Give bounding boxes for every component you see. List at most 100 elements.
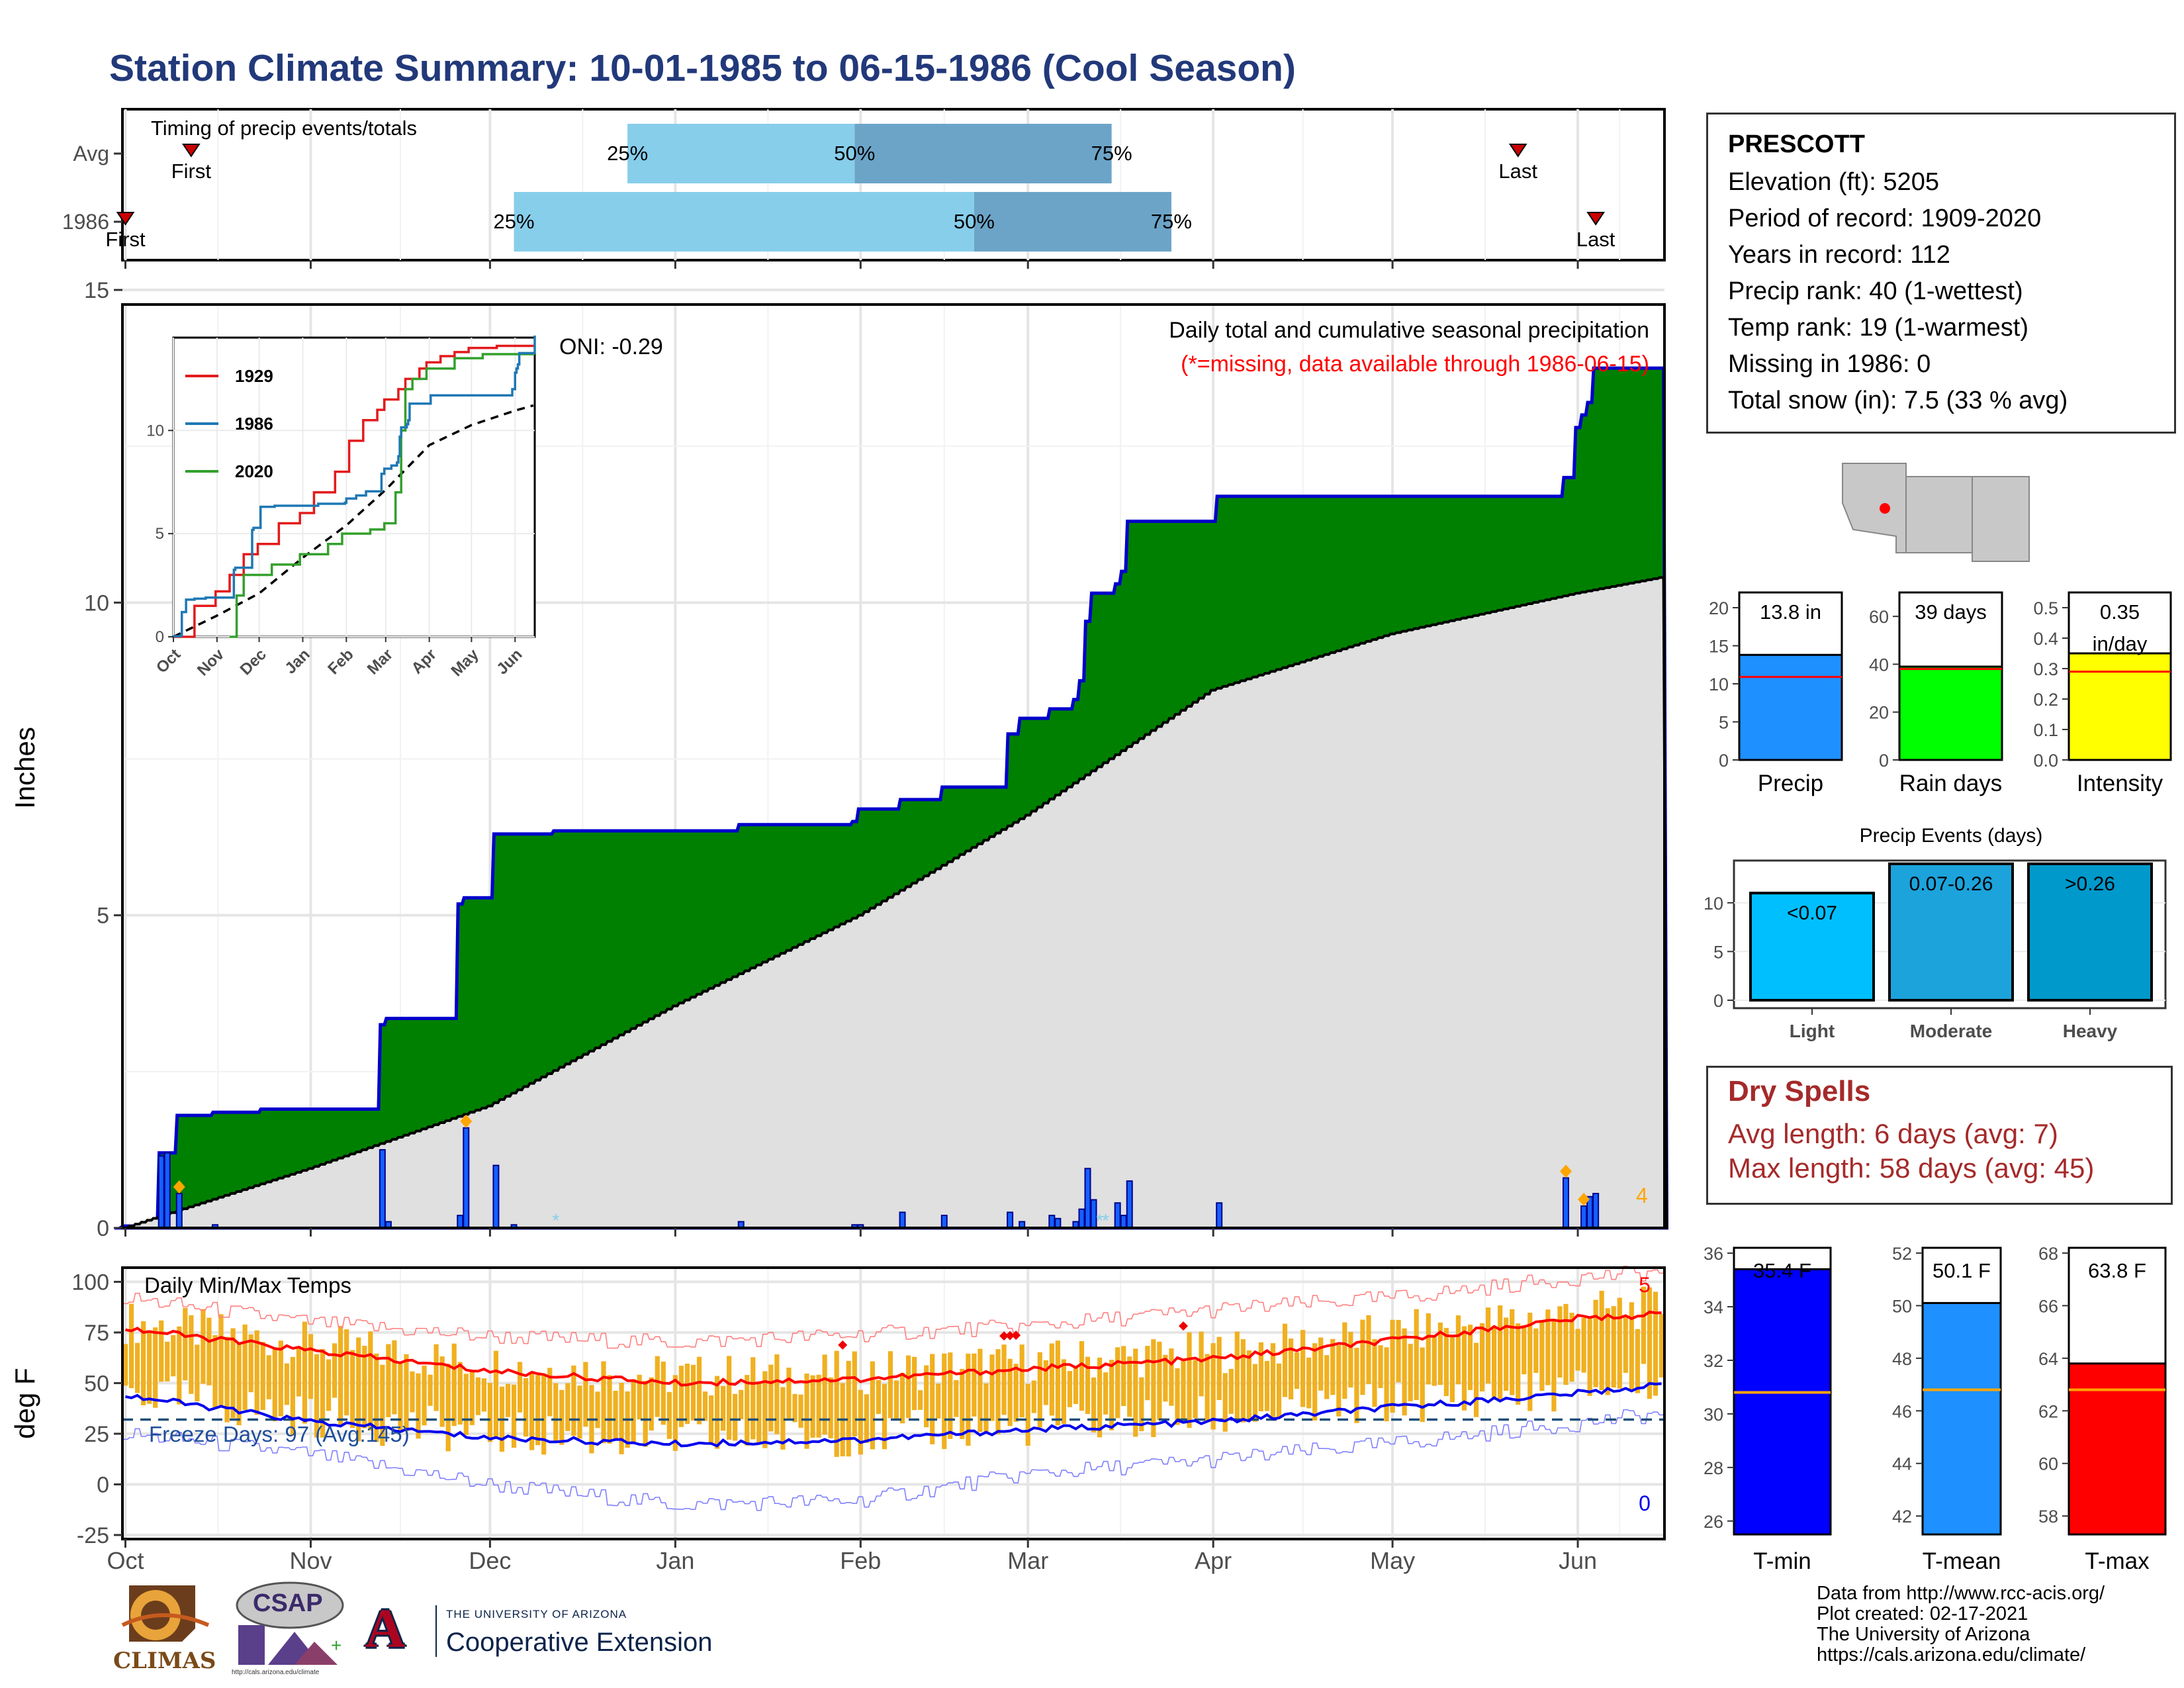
daily-temp-bar <box>392 1340 397 1415</box>
summary-value-label: 0.35 <box>2100 600 2140 624</box>
y-tick-label: 26 <box>1704 1512 1723 1532</box>
temp-summary-label: T-min <box>1753 1548 1811 1574</box>
y-tick-label: -25 <box>77 1523 109 1548</box>
daily-temp-bar <box>1222 1373 1228 1432</box>
daily-temp-bar <box>1199 1331 1204 1397</box>
daily-temp-bar <box>284 1363 289 1405</box>
credit-data-source: Data from http://www.rcc-acis.org/ <box>1817 1583 2105 1604</box>
daily-temp-bar <box>768 1364 774 1432</box>
daily-temp-bar <box>834 1350 839 1457</box>
daily-temp-bar <box>463 1374 469 1435</box>
daily-temp-bar <box>1127 1356 1132 1417</box>
daily-temp-bar <box>739 1389 744 1420</box>
daily-temp-bar <box>1067 1371 1073 1407</box>
y-tick-label: 50 <box>84 1371 109 1396</box>
daily-temp-bar <box>1473 1342 1479 1417</box>
y-tick-label: 34 <box>1704 1297 1723 1317</box>
daily-temp-bar <box>1306 1357 1312 1409</box>
daily-temp-bar <box>1629 1302 1634 1390</box>
daily-temp-bar <box>702 1391 708 1421</box>
daily-temp-bar <box>1282 1323 1288 1397</box>
daily-temp-bar <box>756 1382 762 1444</box>
daily-temp-bar <box>666 1391 672 1439</box>
precip-event-category: Heavy <box>2063 1021 2118 1041</box>
daily-temp-bar <box>1641 1286 1646 1364</box>
record-high-marker <box>1005 1331 1015 1340</box>
precip-events-title: Precip Events (days) <box>1860 825 2043 847</box>
daily-temp-bar <box>1545 1309 1551 1385</box>
y-tick-label: 25 <box>84 1422 109 1447</box>
daily-temp-bar <box>774 1354 780 1434</box>
y-tick-label: 28 <box>1704 1458 1723 1478</box>
daily-precip-bar <box>1126 1180 1133 1229</box>
summary-axis-label: Intensity <box>2077 771 2163 796</box>
daily-temp-bar <box>559 1389 565 1445</box>
daily-temp-bar <box>481 1378 486 1412</box>
daily-temp-bar <box>445 1364 451 1452</box>
daily-temp-bar <box>1216 1336 1222 1400</box>
inset-y-tick-label: 5 <box>156 525 164 543</box>
daily-temp-bar <box>1522 1325 1527 1375</box>
timing-p75: 75% <box>1091 142 1132 165</box>
y-tick-label: 10 <box>84 590 109 616</box>
daily-temp-bar <box>517 1362 523 1413</box>
daily-temp-bar <box>541 1374 547 1455</box>
daily-precip-bar <box>457 1215 464 1229</box>
precip-event-category: Light <box>1790 1021 1835 1041</box>
daily-temp-bar <box>912 1356 917 1411</box>
daily-temp-bar <box>177 1326 182 1405</box>
snow-marker <box>1559 1164 1572 1178</box>
daily-temp-bar <box>678 1366 684 1427</box>
daily-temp-bar <box>893 1380 899 1419</box>
y-tick-label: 0.1 <box>2033 720 2058 740</box>
daily-temp-bar <box>864 1394 869 1443</box>
daily-temp-bar <box>882 1383 887 1450</box>
daily-precip-bar <box>492 1164 500 1229</box>
y-tick-label: 0.4 <box>2033 629 2058 649</box>
last-marker <box>1508 144 1527 158</box>
y-tick-label: 52 <box>1892 1244 1912 1264</box>
temp-summary-bar-t-max <box>2068 1362 2167 1536</box>
daily-temp-bar <box>511 1384 517 1448</box>
inset-normal-line <box>173 404 534 638</box>
daily-temp-bar <box>960 1368 965 1439</box>
daily-temp-bar <box>905 1355 911 1419</box>
snow-marker <box>173 1180 185 1194</box>
daily-temp-bar <box>1193 1360 1198 1419</box>
temp-ylabel: deg F <box>9 1368 40 1438</box>
daily-temp-bar <box>1354 1348 1359 1423</box>
y-tick-label: 46 <box>1892 1401 1912 1421</box>
temp-summary-label: T-mean <box>1923 1548 2001 1574</box>
daily-temp-bar <box>1557 1306 1563 1378</box>
last-marker <box>1586 212 1606 226</box>
daily-precip-bar <box>463 1127 470 1229</box>
daily-temp-bar <box>1300 1330 1306 1407</box>
daily-temp-bar <box>314 1354 320 1438</box>
daily-temp-bar <box>529 1372 535 1450</box>
precip-event-bar-light <box>1749 892 1875 1002</box>
daily-temp-bar <box>1079 1340 1085 1411</box>
daily-temp-bar <box>386 1344 391 1417</box>
daily-temp-bar <box>1336 1344 1342 1417</box>
daily-temp-bar <box>153 1327 158 1408</box>
y-tick-label: 0.0 <box>2033 751 2058 771</box>
y-tick-label: 100 <box>71 1270 109 1295</box>
ua-logo-top: THE UNIVERSITY OF ARIZONA <box>446 1608 627 1620</box>
daily-temp-bar <box>1294 1352 1300 1389</box>
y-tick-label: 60 <box>1869 607 1889 627</box>
record-low-count: 0 <box>1639 1491 1651 1515</box>
y-tick-label: 10 <box>1709 675 1729 694</box>
daily-temp-bar <box>1396 1319 1401 1383</box>
snow-count-label: 4 <box>1636 1184 1648 1207</box>
daily-temp-bar <box>134 1342 140 1393</box>
timing-bar-50-75 <box>974 192 1171 252</box>
timing-p75: 75% <box>1151 210 1192 233</box>
daily-temp-bar <box>451 1343 457 1427</box>
daily-temp-bar <box>1246 1350 1251 1421</box>
daily-temp-bar <box>1593 1299 1598 1387</box>
inset-legend-label: 1986 <box>235 414 273 434</box>
record-high-count: 5 <box>1639 1273 1651 1297</box>
y-tick-label: 66 <box>2038 1296 2058 1316</box>
oni-label: ONI: -0.29 <box>559 334 663 359</box>
